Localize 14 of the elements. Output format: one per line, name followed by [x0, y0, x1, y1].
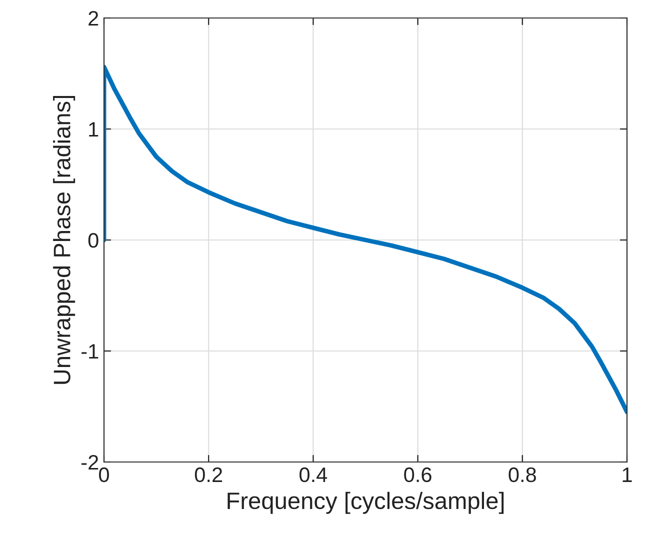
x-tick-label: 1 [622, 468, 632, 482]
y-tick-label: 0 [88, 233, 98, 248]
x-tick-label: 0.4 [300, 467, 328, 482]
y-tick-label: -2 [82, 455, 98, 470]
x-tick-label: 0.6 [404, 467, 432, 482]
x-tick-label: 0.8 [508, 467, 536, 482]
x-axis-title: Frequency [cycles/sample] [228, 492, 504, 514]
y-tick-label: -1 [82, 344, 98, 359]
x-tick-label: 0 [99, 467, 109, 482]
line-series [104, 64, 627, 414]
x-tick-label: 0.2 [194, 467, 222, 482]
y-tick-label: 1 [89, 122, 98, 137]
y-axis-title: Unwrapped Phase [radians] [53, 96, 76, 384]
y-tick-label: 2 [88, 11, 98, 26]
